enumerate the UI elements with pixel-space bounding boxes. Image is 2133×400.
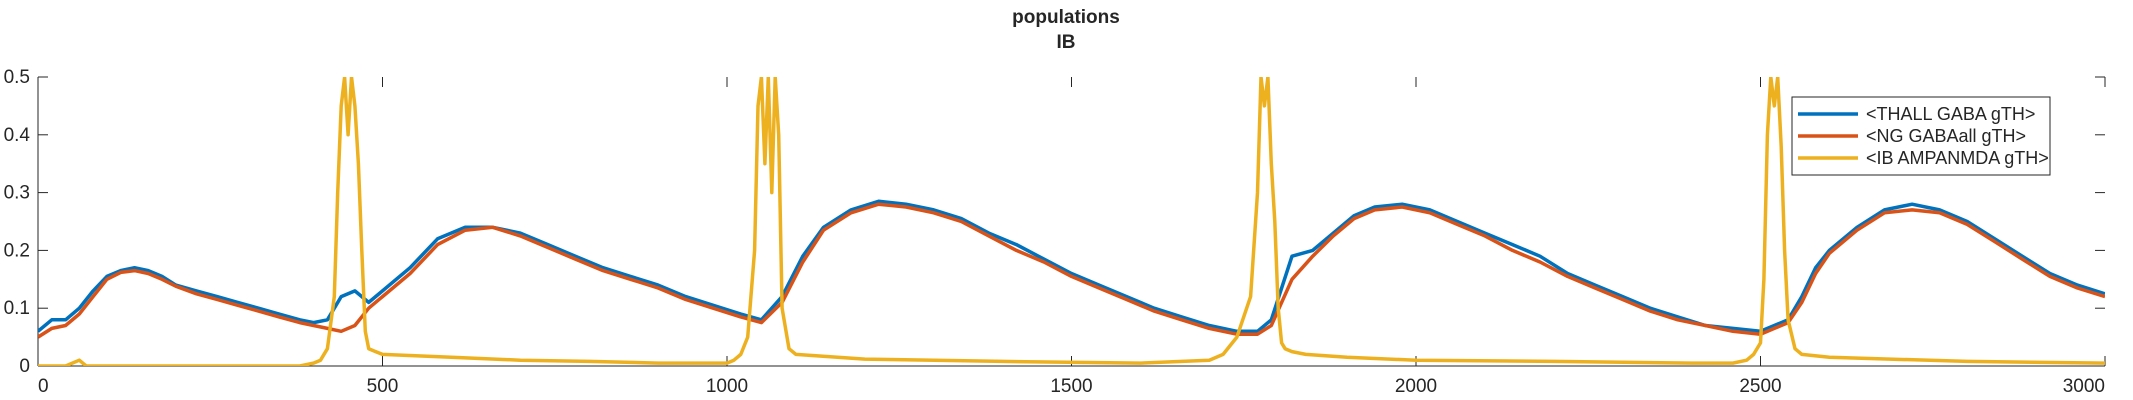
- y-tick-label: 0.4: [4, 125, 31, 146]
- legend-label: <NG GABAall gTH>: [1866, 126, 2026, 146]
- chart-subtitle: IB: [1057, 32, 1076, 53]
- x-tick-label: 0: [38, 376, 49, 397]
- y-tick-label: 0.2: [4, 240, 30, 261]
- y-tick-label: 0.3: [4, 183, 30, 204]
- chart-title: populations: [1012, 7, 1120, 28]
- series-line-ib-ampanmda-gth: [38, 77, 2105, 366]
- x-tick-label: 1000: [706, 376, 748, 397]
- x-tick-label: 2500: [1739, 376, 1781, 397]
- y-tick-label: 0.1: [4, 298, 30, 319]
- x-tick-label: 1500: [1050, 376, 1092, 397]
- legend-label: <THALL GABA gTH>: [1866, 104, 2035, 124]
- legend-label: <IB AMPANMDA gTH>: [1866, 148, 2049, 168]
- x-tick-label: 500: [367, 376, 399, 397]
- y-tick-label: 0.5: [4, 67, 30, 88]
- x-tick-label: 2000: [1395, 376, 1437, 397]
- y-tick-label: 0: [19, 356, 30, 377]
- legend: <THALL GABA gTH><NG GABAall gTH><IB AMPA…: [1791, 96, 2051, 176]
- series-line-ng-gabaall-gth: [38, 202, 2105, 339]
- x-tick-label: 3000: [2063, 376, 2105, 397]
